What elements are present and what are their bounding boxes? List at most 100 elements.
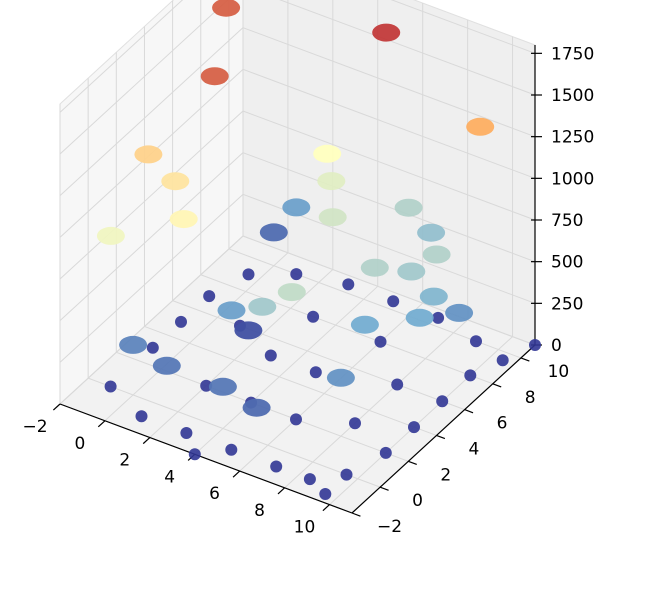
data-point [470, 335, 482, 348]
y-tick-label: 2 [440, 465, 451, 485]
data-point [212, 0, 241, 17]
z-tick-label: 1500 [551, 86, 594, 106]
grid-line-x [239, 302, 424, 472]
grid-line-y [200, 274, 493, 385]
y-tick-mark [351, 512, 361, 517]
y-tick-mark [408, 460, 417, 466]
data-point [391, 378, 404, 391]
data-point [340, 468, 353, 481]
data-point [342, 278, 355, 291]
data-point [169, 210, 198, 229]
y-tick-label: 0 [412, 491, 423, 511]
data-point [234, 321, 263, 340]
grid-line-x [194, 285, 379, 455]
x-tick-label: 0 [74, 434, 85, 454]
x-tick-mark [142, 437, 151, 445]
y-tick-mark [520, 357, 530, 362]
data-point [318, 208, 347, 227]
x-tick-mark [322, 504, 330, 512]
y-tick-mark [379, 486, 389, 491]
data-point [464, 369, 477, 382]
y-tick-label: 4 [468, 440, 479, 460]
data-point [248, 297, 277, 316]
data-point [309, 366, 322, 379]
y-tick-label: 8 [525, 388, 536, 408]
y-axis-line [351, 344, 536, 514]
x-tick-mark [277, 487, 286, 495]
data-point [374, 335, 387, 348]
data-point [200, 67, 229, 86]
data-point [405, 308, 434, 327]
z-tick-label: 1750 [551, 44, 594, 64]
grid-line-z [59, 110, 244, 280]
data-point [419, 287, 448, 306]
y-tick-label: 6 [497, 414, 508, 434]
data-point [152, 356, 181, 375]
data-point [445, 303, 474, 322]
z-tick-label: 500 [551, 253, 583, 273]
data-point [290, 268, 303, 281]
z-tick-label: 0 [551, 336, 562, 356]
data-point [350, 315, 379, 334]
data-point [436, 395, 449, 408]
data-point [496, 354, 509, 367]
data-point [242, 398, 271, 417]
data-point [282, 198, 311, 217]
data-point [422, 245, 451, 264]
data-point [180, 427, 193, 439]
x-tick-label: 10 [294, 518, 316, 538]
grid-line-z [59, 193, 244, 363]
data-point [242, 268, 255, 281]
data-point [387, 295, 400, 308]
x-tick-label: 4 [164, 467, 175, 487]
data-point [379, 446, 392, 459]
grid-line-z [59, 0, 229, 155]
data-point [372, 23, 401, 42]
data-point [225, 443, 238, 456]
grid-line-y [172, 300, 465, 411]
scatter-points [96, 0, 541, 500]
grid-line-z [242, 27, 536, 138]
grid-line-z [59, 0, 184, 113]
grid-line-z [242, 235, 536, 346]
data-point [303, 473, 316, 486]
data-point [307, 310, 320, 323]
data-point [270, 460, 283, 473]
data-point [313, 144, 342, 163]
z-tick-label: 750 [551, 211, 583, 231]
x-tick-mark [97, 420, 106, 428]
x-tick-label: 2 [119, 451, 130, 471]
data-point [326, 368, 355, 387]
z-tick-label: 1000 [551, 169, 594, 189]
y-tick-mark [464, 409, 474, 414]
y-tick-mark [492, 383, 502, 388]
grid-line-y [144, 325, 437, 436]
data-point [259, 223, 288, 242]
data-point [175, 315, 187, 328]
data-point [217, 301, 246, 320]
data-point [417, 223, 446, 242]
grid-line-x [329, 336, 513, 505]
x-tick-mark [52, 403, 61, 411]
data-point [529, 339, 541, 351]
grid-line-x [284, 319, 468, 489]
y-tick-mark [436, 434, 446, 440]
data-point [360, 258, 389, 277]
x-tick-mark [232, 470, 241, 478]
data-point [319, 488, 332, 500]
data-point [317, 172, 346, 191]
data-point [203, 290, 216, 303]
data-point [188, 448, 201, 461]
data-point [208, 377, 237, 396]
z-tick-label: 1250 [551, 128, 594, 148]
data-point [104, 380, 117, 393]
data-point [397, 262, 426, 281]
z-tick-label: 250 [551, 294, 583, 314]
y-tick-label: −2 [377, 517, 402, 537]
grid-line-x [104, 252, 289, 422]
data-point [466, 117, 495, 136]
data-point [161, 172, 190, 191]
grid-line-z [59, 152, 244, 322]
grid-line-z [59, 27, 244, 197]
y-tick-label: 10 [548, 362, 570, 382]
